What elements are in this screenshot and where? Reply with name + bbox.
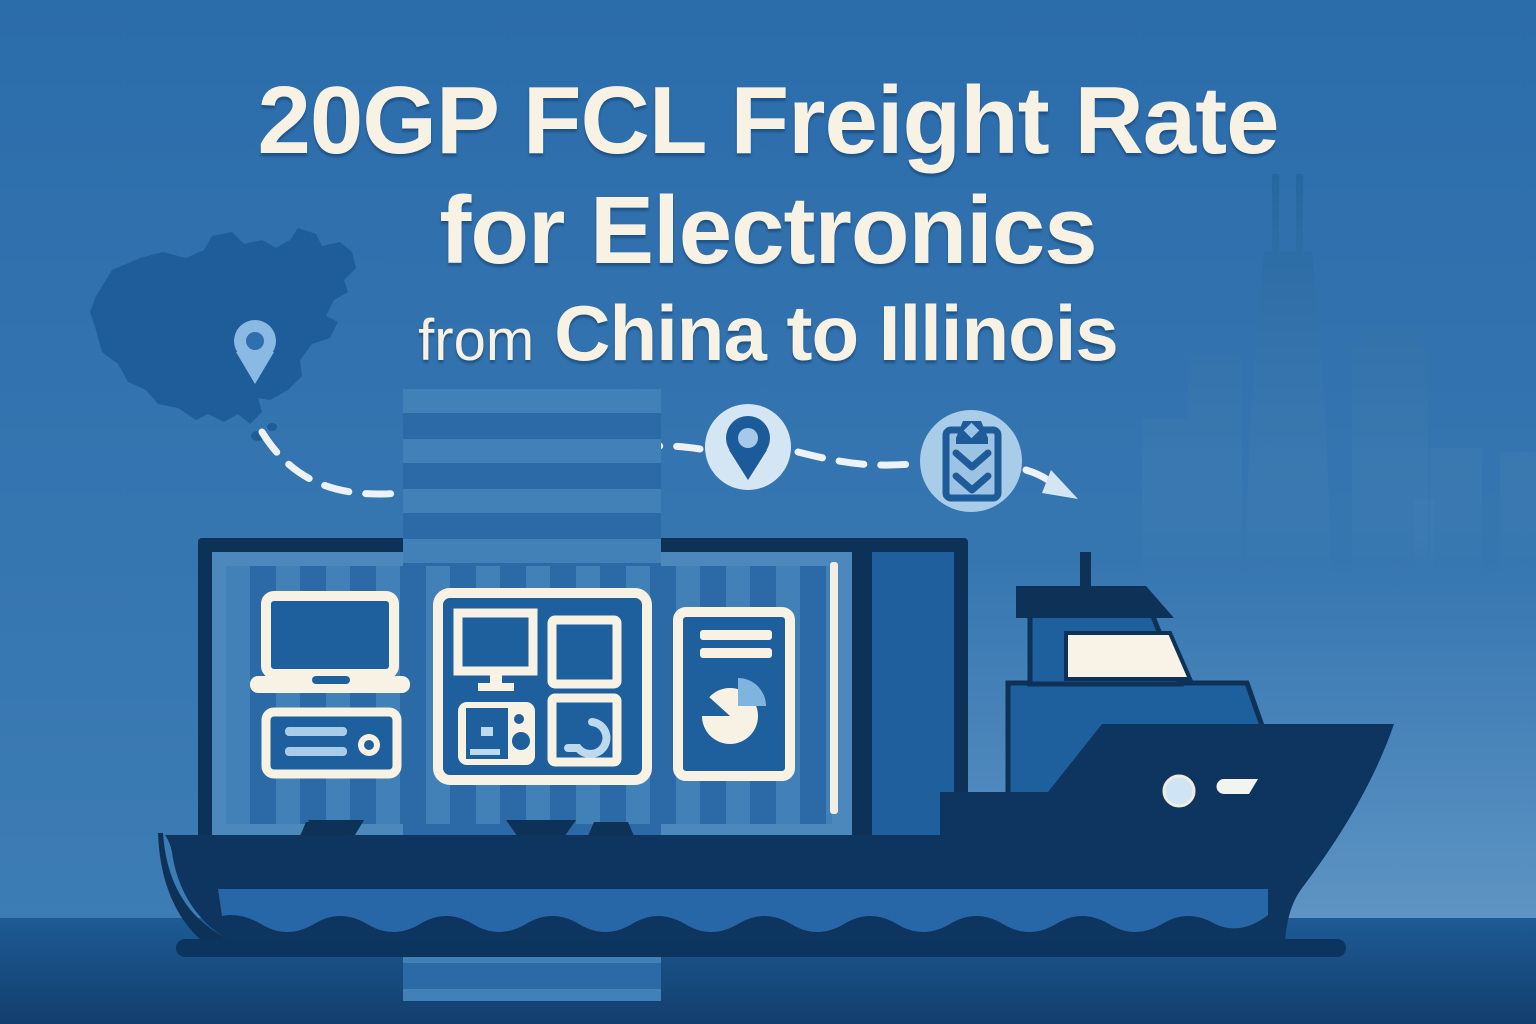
pie-slice [738, 678, 766, 706]
shipping-container [198, 389, 968, 1001]
pie-notch [701, 696, 730, 716]
laptop-icon [250, 591, 410, 693]
stern-edge [158, 833, 258, 956]
title-line-3: from China to Illinois [0, 288, 1536, 379]
title-line-1: 20GP FCL Freight Rate [257, 67, 1279, 174]
bollard [300, 822, 346, 836]
bollard [588, 822, 634, 836]
title-line-3-main: China to Illinois [554, 289, 1119, 377]
empty-square-icon [547, 615, 622, 689]
mast [1080, 552, 1091, 590]
monitor-icon [453, 608, 538, 691]
bridge-window [1064, 631, 1194, 681]
appliance-icon [458, 702, 535, 765]
title-line-2: for Electronics [439, 177, 1097, 284]
hull-dash-mark [1216, 779, 1258, 794]
china-map-pin [234, 320, 276, 384]
hull-bottom-shadow [176, 939, 1346, 957]
location-pin-icon [705, 404, 791, 490]
cable-hook-icon [547, 693, 622, 767]
porthole [1162, 774, 1196, 808]
electronics-panel-icon [433, 588, 652, 785]
china-map [90, 228, 356, 441]
clipboard-checklist-icon [920, 410, 1022, 512]
cargo-ship-hull [158, 724, 1394, 957]
route-arrowhead [1042, 470, 1078, 499]
title-line-3-prefix: from [418, 308, 535, 373]
document-pie-chart-icon [673, 607, 795, 781]
radio-card-icon [261, 707, 402, 779]
bridge-roof [1016, 586, 1174, 618]
waves [218, 889, 1268, 932]
